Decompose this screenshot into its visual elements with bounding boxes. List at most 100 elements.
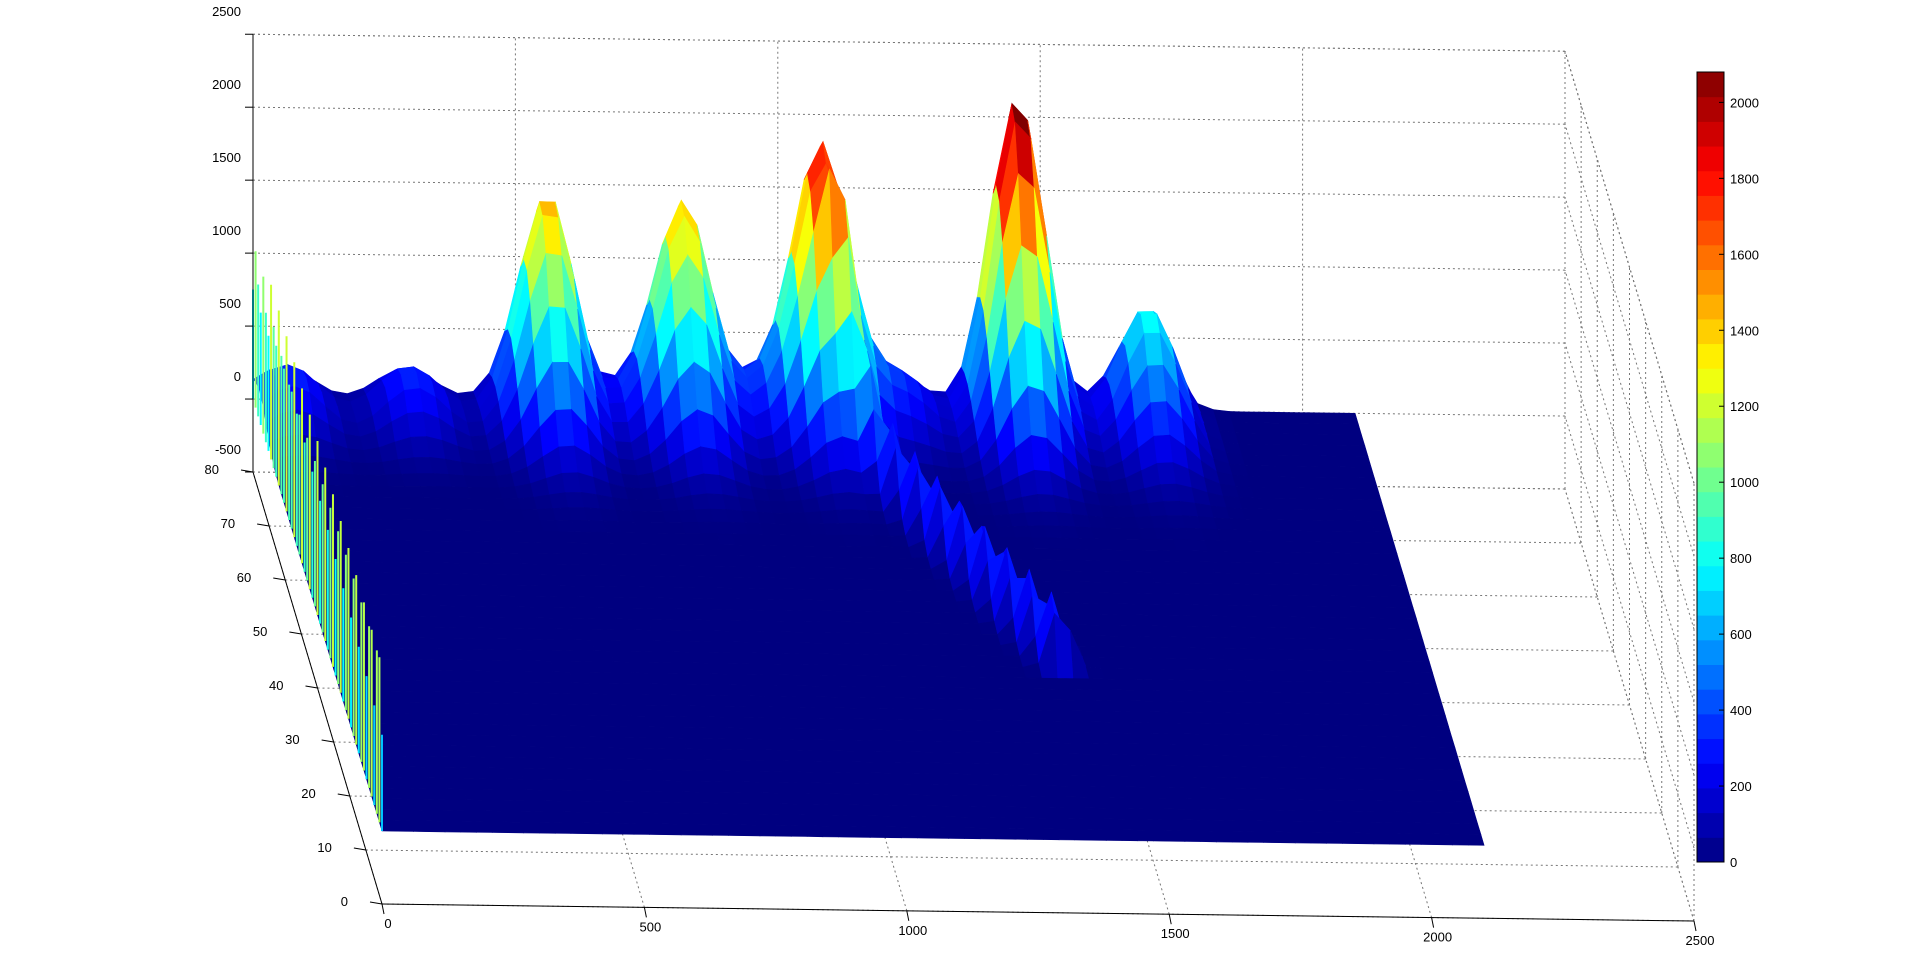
surface-patch: [1364, 499, 1385, 511]
colorbar-tick-label: 800: [1730, 551, 1752, 566]
x-tick-label: 2000: [1423, 930, 1452, 945]
surface-patch: [1377, 542, 1398, 555]
surface-patch: [1432, 725, 1453, 738]
colorbar-tick-label: 200: [1730, 779, 1752, 794]
colorbar-segment: [1697, 738, 1724, 764]
surface-patch: [1374, 531, 1395, 544]
z-tick-label: 2000: [212, 77, 241, 92]
y-tick-label: 20: [301, 786, 315, 801]
colorbar-segment: [1697, 72, 1724, 98]
surface-patch: [1387, 574, 1408, 587]
x-tick-label: 1500: [1161, 926, 1190, 941]
surface-patch: [1435, 736, 1456, 749]
y-tick: [257, 523, 270, 527]
colorbar-segment: [1697, 541, 1724, 567]
surface-patch: [1367, 509, 1388, 522]
surface-patch: [1396, 607, 1417, 619]
surface-patch: [1425, 704, 1446, 717]
colorbar-tick-label: 1400: [1730, 323, 1759, 338]
colorbar-segment: [1697, 343, 1724, 369]
surface-patch: [1361, 488, 1382, 501]
x-tick-label: 2500: [1686, 933, 1715, 948]
colorbar-tick-label: 1800: [1730, 171, 1759, 186]
colorbar-segment: [1697, 417, 1724, 443]
grid-line: [1564, 124, 1695, 557]
x-tick-labels: 0 500 1000 1500 2000 2500: [381, 903, 1715, 948]
surface-patch: [1403, 628, 1424, 641]
surface-patch: [1358, 477, 1379, 490]
x-tick: [381, 903, 385, 915]
surface-patch: [1438, 747, 1459, 760]
colorbar-segment: [1697, 491, 1724, 517]
y-tick-labels: 0 10 20 30 40 50 60 70 80: [205, 462, 383, 909]
surface-patch: [1451, 790, 1472, 803]
surface-patch: [1345, 434, 1366, 447]
surface-patch: [1351, 455, 1372, 468]
y-tick-label: 10: [317, 840, 331, 855]
surface-patch: [1348, 445, 1369, 457]
surface-patch: [1445, 769, 1466, 781]
surface-patch: [1371, 520, 1392, 533]
x-tick: [1431, 917, 1435, 928]
grid-line: [252, 252, 1566, 271]
surface-patch: [1461, 823, 1482, 835]
surface-patch: [1406, 639, 1427, 652]
colorbar-segment: [1697, 96, 1724, 122]
colorbar-segment: [1697, 590, 1724, 616]
surface-patch: [1454, 801, 1475, 814]
surface-plot: [252, 102, 1485, 846]
colorbar-tick-label: 1200: [1730, 399, 1759, 414]
colorbar-tick-label: 1000: [1730, 475, 1759, 490]
surface-patch: [1390, 585, 1411, 598]
surface-patch: [1413, 661, 1433, 673]
y-tick: [337, 793, 350, 797]
colorbar-tick-labels: 0 200 400 600 800 1000 1200 1400 1600 1800 2000: [1719, 95, 1759, 870]
surface-patch: [1409, 650, 1430, 663]
surface-patch: [1355, 466, 1375, 479]
colorbar-tick-label: 0: [1730, 855, 1737, 870]
colorbar-segment: [1697, 516, 1724, 542]
colorbar-segment: [1697, 220, 1724, 246]
grid-line: [252, 33, 1566, 52]
surface-patch: [1416, 671, 1437, 684]
colorbar-segment: [1697, 565, 1724, 591]
colorbar-segment: [1697, 269, 1724, 295]
colorbar-segment: [1697, 392, 1724, 419]
colorbar-segment: [1697, 244, 1724, 270]
colorbar-segment: [1697, 812, 1724, 838]
colorbar-segment: [1697, 318, 1724, 345]
surface-patch: [1429, 715, 1450, 727]
x-tick-label: 1000: [898, 923, 927, 938]
surface-patch: [1448, 779, 1469, 792]
z-tick-label: 2500: [212, 4, 241, 19]
x-tick: [1693, 920, 1697, 932]
surface-patch: [1419, 682, 1440, 695]
axis-line: [381, 903, 1695, 922]
y-tick-label: 80: [205, 462, 219, 477]
y-tick: [305, 685, 318, 689]
colorbar-segment: [1697, 639, 1724, 665]
y-tick: [353, 847, 366, 851]
colorbar-segment: [1697, 615, 1724, 641]
surface-patch: [1380, 553, 1401, 565]
surface-patch: [1338, 412, 1359, 425]
colorbar-segment: [1697, 121, 1724, 147]
surface-patch: [1342, 423, 1362, 436]
colorbar-segment: [1697, 763, 1724, 789]
colorbar-tick-label: 600: [1730, 627, 1752, 642]
z-tick-label: 500: [219, 296, 241, 311]
colorbar-tick-label: 2000: [1730, 95, 1759, 110]
grid-line: [252, 106, 1566, 125]
colorbar-segment: [1697, 713, 1724, 740]
surface-patch: [1442, 758, 1462, 771]
z-tick-label: -500: [215, 442, 241, 457]
colorbar-frame: [1696, 71, 1725, 863]
x-tick-label: 500: [640, 919, 662, 934]
grid-line: [252, 325, 1566, 344]
x-tick-label: 0: [384, 916, 391, 931]
colorbar-segment: [1697, 664, 1724, 690]
colorbar-segment: [1697, 170, 1724, 196]
surface-patch: [1422, 693, 1443, 706]
y-tick-label: 70: [221, 516, 235, 531]
